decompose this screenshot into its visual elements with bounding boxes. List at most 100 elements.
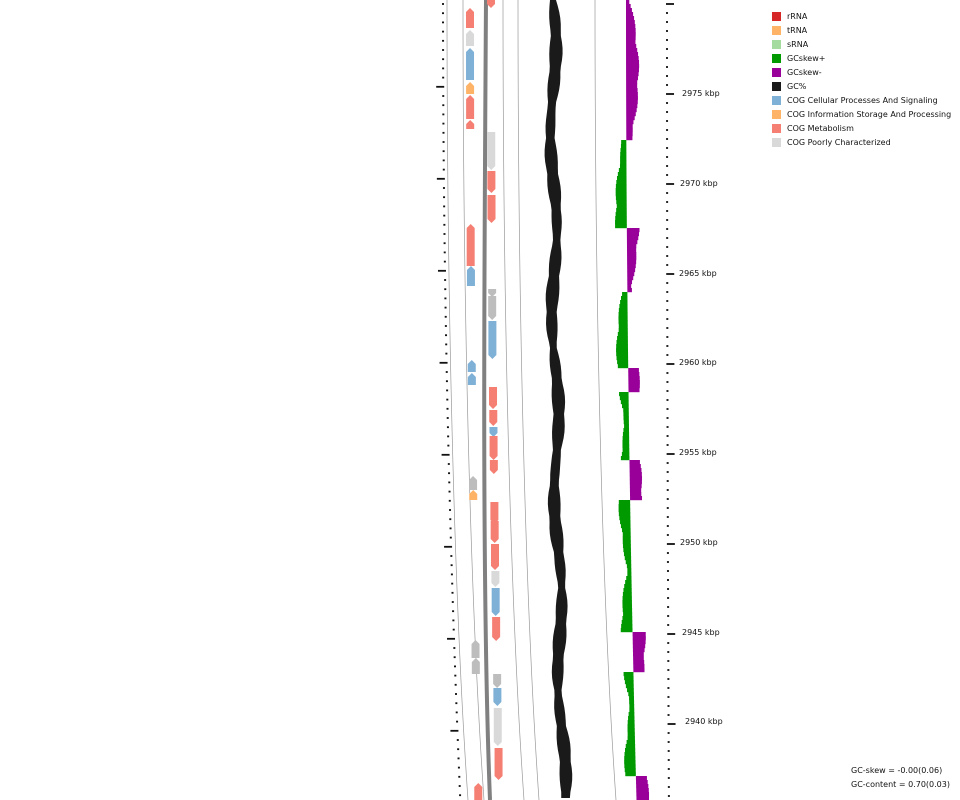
gc-skew-plus-bar xyxy=(625,684,634,689)
legend-swatch-cog-information xyxy=(772,109,781,119)
gc-skew-plus-bar xyxy=(623,552,632,557)
gc-skew-plus-bar xyxy=(620,160,627,165)
legend-item-cog-metabolism: COG Metabolism xyxy=(772,121,951,135)
gene-reverse-metabolism xyxy=(489,410,498,426)
guide-inner-2 xyxy=(502,0,525,800)
gc-skew-minus-bar xyxy=(626,100,638,105)
gene-forward-metabolism xyxy=(466,120,475,129)
gc-skew-plus-bar xyxy=(624,768,636,773)
legend-label-gc-percent: GC% xyxy=(787,81,807,91)
gc-skew-minus-bar xyxy=(627,280,633,285)
gc-skew-plus-bar xyxy=(615,188,627,193)
gc-skew-plus-bar xyxy=(618,512,631,517)
gc-skew-minus-bar xyxy=(636,788,649,793)
gc-skew-plus-bar xyxy=(619,392,629,397)
gc-skew-minus-bar xyxy=(627,248,637,253)
gc-skew-plus-bar xyxy=(627,736,635,741)
gc-skew-plus-bar xyxy=(616,176,627,181)
gc-skew-minus-bar xyxy=(628,388,640,393)
gc-skew-minus-bar xyxy=(626,0,630,5)
gc-skew-minus-bar xyxy=(626,24,636,29)
gc-skew-plus-bar xyxy=(626,740,636,745)
gene-forward-cellular xyxy=(467,360,476,372)
gc-skew-minus-bar xyxy=(633,656,644,661)
kbp-label-2965: 2965 kbp xyxy=(679,269,717,278)
gc-skew-plus-bar xyxy=(618,328,628,333)
gc-skew-minus-bar xyxy=(630,496,643,501)
gene-reverse-cellular xyxy=(491,588,500,616)
gc-skew-plus-bar xyxy=(617,332,628,337)
genes-reverse-strand xyxy=(487,0,503,780)
gc-skew-plus-bar xyxy=(620,456,630,461)
gc-skew-minus-bar xyxy=(626,52,639,57)
legend-item-cog-information: COG Information Storage And Processing xyxy=(772,107,951,121)
gc-skew-plus-bar xyxy=(624,756,636,761)
gc-skew-minus-bar xyxy=(626,240,638,245)
gc-skew-plus-bar xyxy=(624,424,629,429)
legend-label-cog-poorly: COG Poorly Characterized xyxy=(787,137,891,147)
gc-skew-stat: GC-skew = -0.00(0.06) xyxy=(851,766,943,775)
legend-item-gcskew-minus: GCskew- xyxy=(772,65,951,79)
gc-skew-plus-bar xyxy=(620,524,631,529)
gc-skew-minus-bar xyxy=(626,44,637,49)
legend-label-cog-cellular: COG Cellular Processes And Signaling xyxy=(787,95,938,105)
gc-skew-plus-bar xyxy=(618,504,631,509)
gc-skew-plus-bar xyxy=(623,588,632,593)
gc-skew-plus-bar xyxy=(628,692,634,697)
gc-skew-minus-bar xyxy=(627,272,635,277)
gene-reverse-metabolism xyxy=(490,521,499,543)
gene-reverse-unassigned xyxy=(488,296,497,320)
gc-skew-plus-bar xyxy=(622,616,633,621)
gc-skew-plus-bar xyxy=(625,744,636,749)
gc-skew-plus-bar xyxy=(622,544,631,549)
gene-reverse-metabolism xyxy=(492,617,501,641)
gc-skew-plus-bar xyxy=(628,716,635,721)
gc-skew-plus-bar xyxy=(624,676,634,681)
gc-skew-minus-bar xyxy=(626,60,640,65)
gc-skew-minus-bar xyxy=(629,464,641,469)
gc-skew-minus-bar xyxy=(626,84,638,89)
gc-skew-plus-bar xyxy=(619,516,631,521)
gc-skew-plus-bar xyxy=(627,724,635,729)
kbp-label-2975: 2975 kbp xyxy=(682,89,720,98)
gene-reverse-metabolism xyxy=(490,502,499,524)
gc-skew-minus-bar xyxy=(633,660,645,665)
gc-skew-minus-bar xyxy=(629,460,640,465)
gc-skew-plus-bar xyxy=(619,304,628,309)
gc-skew-minus-bar xyxy=(633,664,645,669)
gc-skew-plus-bar xyxy=(622,600,632,605)
gc-skew-minus-bar xyxy=(626,48,638,53)
gc-skew-minus-bar xyxy=(627,288,632,293)
gc-skew-minus-bar xyxy=(626,32,636,37)
gc-skew-plus-bar xyxy=(625,580,632,585)
gc-skew-minus-bar xyxy=(626,40,636,45)
gc-skew-minus-bar xyxy=(626,12,634,17)
gc-skew-plus-bar xyxy=(624,764,636,769)
gc-skew-plus-bar xyxy=(629,704,635,709)
gc-skew-minus-bar xyxy=(626,232,639,237)
gc-skew-plus-bar xyxy=(622,596,632,601)
gc-skew-plus-bar xyxy=(619,164,627,169)
genome-backbone xyxy=(482,0,492,800)
gc-skew-plus-bar xyxy=(629,700,635,705)
gene-forward-info xyxy=(466,82,475,94)
gc-skew-minus-bar xyxy=(626,56,639,61)
gc-skew-plus-bar xyxy=(627,572,632,577)
gc-skew-plus-bar xyxy=(616,204,627,209)
gc-skew-plus-bar xyxy=(623,672,634,677)
gene-forward-poor xyxy=(466,30,475,46)
gc-skew-plus-bar xyxy=(622,440,630,445)
gc-skew-plus-bar xyxy=(618,324,628,329)
gc-content-track xyxy=(544,0,573,798)
gc-skew-minus-bar xyxy=(636,784,649,789)
gc-skew-plus-bar xyxy=(620,520,631,525)
gc-skew-plus-bar xyxy=(627,568,632,573)
guide-outer-left xyxy=(446,0,469,800)
kbp-scale-ticks xyxy=(666,3,676,797)
outer-ruler-ticks xyxy=(436,3,462,797)
gene-reverse-metabolism xyxy=(487,195,496,223)
gc-skew-plus-bar xyxy=(622,540,631,545)
gc-skew-minus-bar xyxy=(626,236,639,241)
gc-skew-plus-bar xyxy=(615,192,627,197)
gc-skew-minus-bar xyxy=(632,644,646,649)
